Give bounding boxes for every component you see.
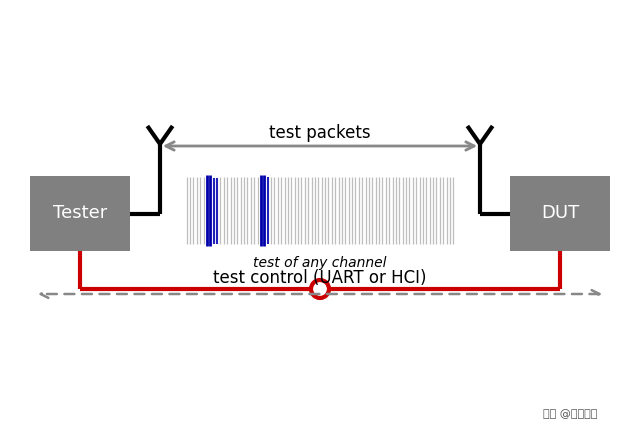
Text: test of any channel: test of any channel xyxy=(253,256,387,270)
Bar xyxy=(510,176,610,251)
Text: Tester: Tester xyxy=(53,204,107,222)
Text: test control (UART or HCI): test control (UART or HCI) xyxy=(213,269,427,287)
Text: 头条 @伦茨科技: 头条 @伦茨科技 xyxy=(543,409,597,419)
Bar xyxy=(30,176,130,251)
Bar xyxy=(185,173,455,248)
Text: DUT: DUT xyxy=(541,204,579,222)
Text: test packets: test packets xyxy=(269,124,371,142)
